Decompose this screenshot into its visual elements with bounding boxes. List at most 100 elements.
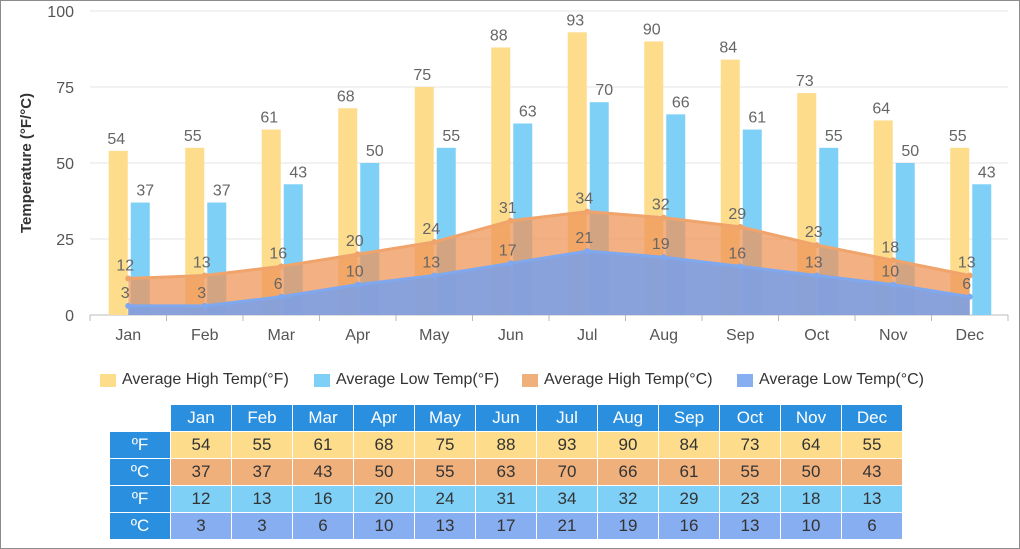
- low-c-point: [737, 263, 744, 270]
- table-cell: 13: [719, 512, 781, 540]
- high-c-data-label: 13: [193, 254, 211, 271]
- x-tick-label: Jan: [115, 327, 141, 344]
- legend-swatch: [314, 373, 330, 387]
- x-tick-label: Aug: [650, 327, 678, 344]
- table-cell: 3: [231, 512, 293, 540]
- low-f-data-label: 37: [136, 183, 154, 200]
- low-f-data-label: 37: [213, 183, 231, 200]
- table-cell: 37: [170, 458, 232, 486]
- y-tick-label: 50: [56, 156, 74, 173]
- table-cell: 90: [597, 431, 659, 459]
- x-tick-label: Mar: [267, 327, 295, 344]
- high-f-bar: [108, 150, 128, 315]
- x-tick-label: Sep: [726, 327, 755, 344]
- x-tick-label: Jul: [577, 327, 597, 344]
- x-tick-label: Jun: [498, 327, 524, 344]
- high-f-data-label: 84: [719, 40, 737, 57]
- temperature-table: Jan Feb Mar Apr May Jun Jul Aug Sep Oct Nov Dec ºF 54…: [109, 404, 903, 540]
- high-c-point: [201, 272, 208, 279]
- table-cell: 63: [475, 458, 537, 486]
- table-cell: 55: [841, 431, 903, 459]
- x-tick-label: May: [419, 327, 449, 344]
- low-c-data-label: 10: [881, 264, 899, 281]
- table-month-header: Aug: [597, 404, 659, 432]
- table-cell: 37: [231, 458, 293, 486]
- high-c-point: [354, 251, 361, 258]
- table-cell: 32: [597, 485, 659, 513]
- low-c-data-label: 19: [652, 236, 670, 253]
- table-row: ºF 54 55 61 68 75 88 93 90 84 73 64 55: [109, 431, 903, 459]
- table-unit-label: ºC: [109, 512, 171, 540]
- table-cell: 6: [292, 512, 354, 540]
- table-unit-label: ºF: [109, 485, 171, 513]
- low-f-data-label: 70: [595, 82, 613, 99]
- table-cell: 18: [780, 485, 842, 513]
- table-cell: 54: [170, 431, 232, 459]
- table-month-header: Oct: [719, 404, 781, 432]
- low-f-data-label: 55: [825, 128, 843, 145]
- y-tick-label: 100: [47, 4, 74, 21]
- low-c-data-label: 3: [197, 285, 206, 302]
- table-cell: 55: [231, 431, 293, 459]
- low-c-data-label: 6: [962, 276, 971, 293]
- legend-item[interactable]: Average Low Temp(°C): [737, 368, 924, 392]
- legend-item[interactable]: Average Low Temp(°F): [314, 368, 499, 392]
- table-cell: 13: [841, 485, 903, 513]
- table-cell: 43: [292, 458, 354, 486]
- table-row: ºF 12 13 16 20 24 31 34 32 29 23 18 13: [109, 485, 903, 513]
- table-month-header: Jun: [475, 404, 537, 432]
- low-c-point: [966, 293, 973, 300]
- low-f-data-label: 50: [901, 143, 919, 160]
- low-f-data-label: 55: [442, 128, 460, 145]
- legend-label: Average High Temp(°F): [122, 371, 289, 388]
- table-cell: 12: [170, 485, 232, 513]
- high-c-point: [431, 239, 438, 246]
- low-c-point: [431, 272, 438, 279]
- high-f-data-label: 55: [184, 128, 202, 145]
- low-f-bar: [972, 184, 992, 315]
- high-c-data-label: 32: [652, 197, 670, 214]
- table-month-header: Feb: [231, 404, 293, 432]
- low-c-point: [201, 302, 208, 309]
- table-cell: 16: [292, 485, 354, 513]
- table-cell: 3: [170, 512, 232, 540]
- low-f-data-label: 63: [519, 103, 537, 120]
- high-c-point: [584, 208, 591, 215]
- table-cell: 29: [658, 485, 720, 513]
- high-c-data-label: 12: [116, 258, 134, 275]
- low-c-line: [128, 249, 970, 308]
- low-c-point: [278, 293, 285, 300]
- high-c-point: [278, 263, 285, 270]
- low-f-data-label: 43: [978, 164, 996, 181]
- table-cell: 31: [475, 485, 537, 513]
- table-cell: 84: [658, 431, 720, 459]
- legend-item[interactable]: Average High Temp(°F): [100, 368, 289, 392]
- low-f-data-label: 61: [748, 110, 766, 127]
- table-month-header: May: [414, 404, 476, 432]
- x-tick-label: Dec: [956, 327, 984, 344]
- low-c-point: [507, 260, 514, 267]
- high-f-data-label: 75: [413, 67, 431, 84]
- low-c-data-label: 6: [274, 276, 283, 293]
- high-c-data-label: 13: [958, 254, 976, 271]
- high-c-data-label: 18: [881, 239, 899, 256]
- low-c-data-label: 13: [805, 254, 823, 271]
- temperature-chart: 0 25 50 75 100 Temperature (°F/°C) 54 55 61 68 75 8…: [18, 4, 1009, 344]
- x-tick-label: Feb: [191, 327, 219, 344]
- table-cell: 64: [780, 431, 842, 459]
- table-month-header: Apr: [353, 404, 415, 432]
- table-row: ºC 37 37 43 50 55 63 70 66 61 55 50 43: [109, 458, 903, 486]
- table-corner: [109, 404, 171, 432]
- low-c-point: [584, 248, 591, 255]
- high-c-data-label: 24: [422, 221, 440, 238]
- legend-label: Average High Temp(°C): [544, 371, 713, 388]
- legend-item[interactable]: Average High Temp(°C): [522, 368, 713, 392]
- table-cell: 61: [658, 458, 720, 486]
- high-f-data-label: 64: [872, 100, 890, 117]
- low-c-data-label: 13: [422, 254, 440, 271]
- table-month-header: Jul: [536, 404, 598, 432]
- legend-swatch: [522, 373, 538, 387]
- x-tick-label: Apr: [345, 327, 371, 344]
- x-tick-label: Oct: [804, 327, 829, 344]
- low-c-data-label: 16: [728, 245, 746, 262]
